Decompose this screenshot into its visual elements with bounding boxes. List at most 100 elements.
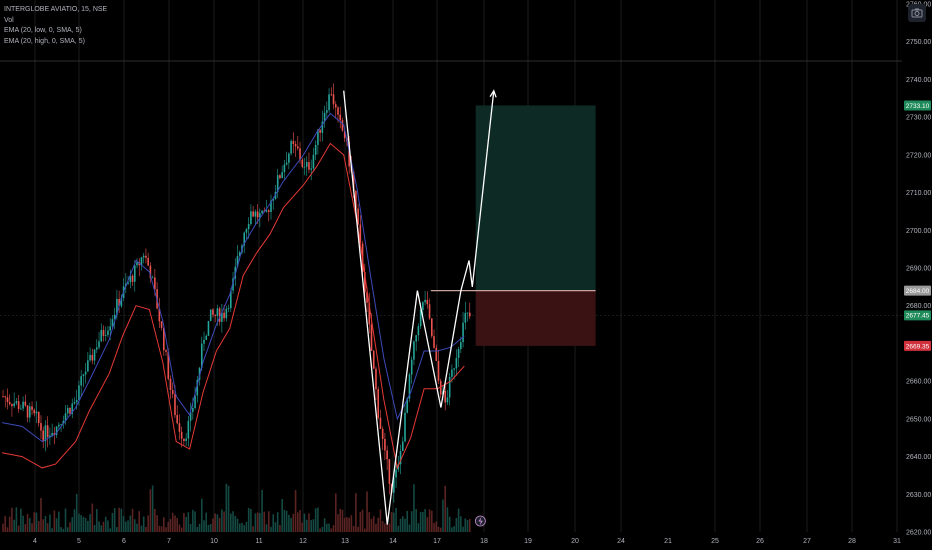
candle-body xyxy=(35,411,38,414)
candle-body xyxy=(198,367,201,380)
volume-bar xyxy=(149,489,152,532)
candle-body xyxy=(245,229,248,233)
candle-body xyxy=(259,213,261,218)
candle-body xyxy=(53,432,56,435)
candle-body xyxy=(283,164,286,173)
camera-icon[interactable] xyxy=(908,4,926,22)
candle-body xyxy=(276,175,279,193)
candle-body xyxy=(366,292,368,303)
volume-bar xyxy=(205,512,208,532)
candle-body xyxy=(62,420,65,424)
volume-bar xyxy=(348,517,350,532)
volume-bar xyxy=(288,514,290,532)
candle-body xyxy=(343,130,346,139)
candle-body xyxy=(189,411,192,421)
candle-body xyxy=(272,198,275,201)
ema-low-legend[interactable]: EMA (20, low, 0, SMA, 5) xyxy=(4,27,82,34)
volume-bar xyxy=(44,516,47,532)
volume-bar xyxy=(185,516,187,532)
candle-body xyxy=(437,360,440,381)
volume-bar xyxy=(323,518,326,532)
candle-body xyxy=(216,308,219,316)
volume-bar xyxy=(98,521,100,532)
candle-body xyxy=(75,400,78,403)
candle-body xyxy=(93,349,96,361)
candle-body xyxy=(408,374,411,399)
candle-body xyxy=(111,319,114,327)
volume-bar xyxy=(221,509,223,532)
candle-body xyxy=(133,265,136,282)
candle-body xyxy=(209,309,212,321)
ema-high-legend[interactable]: EMA (20, high, 0, SMA, 5) xyxy=(4,37,85,45)
candle-body xyxy=(399,450,402,465)
candle-body xyxy=(404,412,406,442)
candle-body xyxy=(151,277,154,279)
candle-body xyxy=(142,255,145,258)
volume-bar xyxy=(395,507,397,532)
candle-body xyxy=(377,389,379,418)
volume-bar xyxy=(384,523,386,532)
volume-bar xyxy=(328,523,330,532)
volume-bar xyxy=(310,520,312,532)
position-zones[interactable] xyxy=(430,105,596,346)
candle-body xyxy=(317,129,319,145)
volume-bar xyxy=(129,515,132,532)
symbol-title[interactable]: INTERGLOBE AVIATIO, 15, NSE xyxy=(4,6,108,13)
volume-bar xyxy=(381,520,384,532)
volume-bar xyxy=(194,511,196,532)
volume-bar xyxy=(136,523,138,532)
candle-body xyxy=(71,403,74,414)
volume-bar xyxy=(460,516,462,532)
volume-bar xyxy=(446,507,449,532)
volume-bar xyxy=(218,517,221,532)
volume-bar xyxy=(196,526,199,532)
candle-body xyxy=(446,397,449,403)
candle-body xyxy=(319,129,321,133)
candle-body xyxy=(424,299,426,303)
candle-body xyxy=(384,438,386,451)
x-tick-label: 19 xyxy=(524,538,532,545)
volume-bar xyxy=(413,484,415,532)
volume-bar xyxy=(174,515,176,532)
volume-bar xyxy=(78,513,80,532)
volume-bar xyxy=(156,515,158,532)
volume-bar xyxy=(259,513,261,532)
volume-bar xyxy=(444,485,446,532)
volume-bar xyxy=(464,518,467,532)
volume-bar xyxy=(147,515,149,532)
price-badge-text: 2677.45 xyxy=(906,313,930,320)
trend-drawing[interactable] xyxy=(343,89,497,527)
candle-body xyxy=(120,297,123,307)
candle-body xyxy=(339,114,342,121)
volume-bar xyxy=(93,524,96,532)
candle-body xyxy=(169,378,172,391)
volume-bar xyxy=(274,522,277,532)
candle-body xyxy=(163,327,165,351)
volume-bar xyxy=(346,517,348,532)
volume-bar xyxy=(104,516,107,532)
candle-body xyxy=(44,425,47,442)
candle-body xyxy=(256,211,259,218)
x-tick-label: 20 xyxy=(571,538,579,545)
volume-legend[interactable]: Vol xyxy=(4,16,14,24)
candle-body xyxy=(98,341,100,348)
candle-body xyxy=(91,354,94,361)
candle-body xyxy=(17,401,20,410)
volume-bar xyxy=(431,510,433,532)
volume-bar xyxy=(250,508,252,532)
x-tick-label: 14 xyxy=(389,538,397,545)
x-tick-label: 31 xyxy=(893,538,901,545)
candle-body xyxy=(328,94,330,111)
volume-bar xyxy=(55,518,58,532)
volume-bar xyxy=(131,508,134,532)
volume-bar xyxy=(339,508,342,532)
volume-bar xyxy=(404,518,406,532)
volume-bar xyxy=(377,517,379,532)
candle-body xyxy=(460,342,462,349)
candle-body xyxy=(250,211,252,225)
volume-bar xyxy=(366,491,368,532)
volume-bar xyxy=(69,522,71,532)
volume-bar xyxy=(151,485,154,532)
y-tick-label: 2750.00 xyxy=(906,39,931,46)
